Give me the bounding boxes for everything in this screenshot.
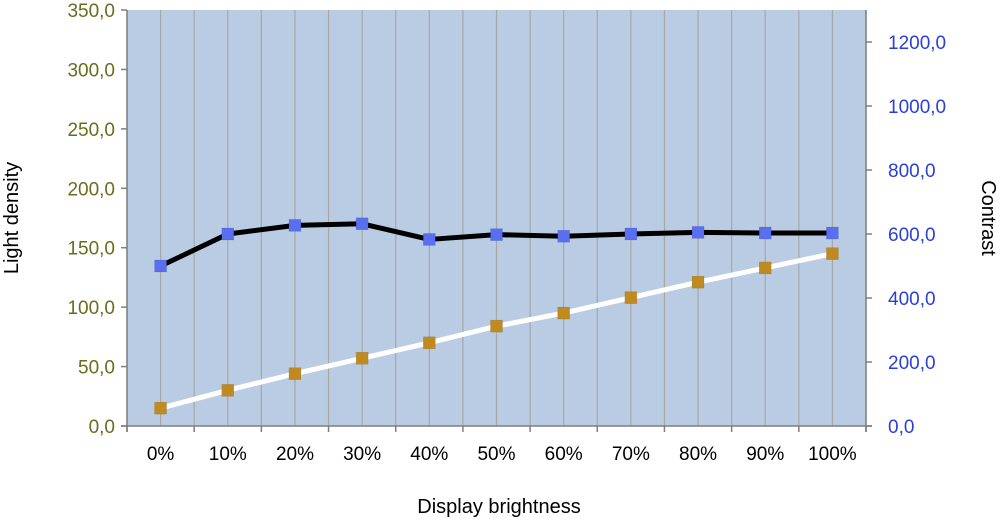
x-tick-label: 90% bbox=[746, 444, 784, 465]
grid bbox=[126, 10, 867, 426]
light-density-series-point bbox=[557, 306, 570, 320]
light-density-series-point bbox=[826, 247, 839, 260]
y-axis-right-title: Contrast bbox=[977, 180, 999, 256]
y-right-tick-label: 600,0 bbox=[888, 225, 936, 246]
light-density-series-point bbox=[490, 319, 503, 333]
y-left-tick-label: 50,0 bbox=[78, 358, 115, 379]
x-tick-label: 100% bbox=[808, 444, 857, 465]
y-right-tick-label: 400,0 bbox=[888, 289, 936, 310]
contrast-series-point bbox=[154, 259, 167, 273]
y-left-tick-label: 350,0 bbox=[67, 1, 115, 22]
y-right-tick-label: 800,0 bbox=[888, 161, 936, 182]
y-left-tick-label: 0,0 bbox=[89, 417, 115, 438]
contrast-series-point bbox=[288, 219, 302, 232]
x-tick-label: 40% bbox=[410, 444, 448, 465]
x-tick-label: 20% bbox=[276, 444, 314, 465]
light-density-series-point bbox=[624, 291, 638, 304]
y-right-tick-label: 1000,0 bbox=[888, 97, 946, 118]
y-right-tick-label: 200,0 bbox=[888, 353, 936, 374]
light-density-series-point bbox=[288, 367, 302, 380]
x-tick-label: 60% bbox=[545, 444, 583, 465]
light-density-series-point bbox=[423, 336, 436, 350]
y-left-tick-label: 250,0 bbox=[67, 120, 115, 141]
contrast-series-point bbox=[826, 226, 839, 240]
x-tick-label: 80% bbox=[679, 444, 717, 465]
axes bbox=[121, 9, 872, 432]
ticks: 0,0 50,0 100,0 150,0 200,0 250,0 300,0 350,0 0,0… bbox=[67, 1, 946, 465]
x-tick-label: 0% bbox=[147, 444, 175, 465]
y-left-tick-label: 100,0 bbox=[67, 298, 115, 319]
series-layer bbox=[154, 217, 839, 415]
x-tick-label: 30% bbox=[343, 444, 381, 465]
contrast-series-point bbox=[423, 233, 436, 246]
x-axis-title: Display brightness bbox=[417, 496, 580, 518]
y-left-tick-label: 150,0 bbox=[67, 239, 115, 260]
contrast-series-point bbox=[355, 217, 369, 231]
y-left-tick-label: 200,0 bbox=[67, 179, 115, 200]
x-tick-label: 10% bbox=[209, 444, 247, 465]
y-right-tick-label: 0,0 bbox=[888, 417, 914, 438]
light-density-series-point bbox=[221, 384, 235, 397]
x-tick-label: 50% bbox=[477, 444, 515, 465]
y-right-tick-label: 1200,0 bbox=[888, 33, 946, 54]
contrast-series-point bbox=[490, 228, 503, 241]
y-left-tick-label: 300,0 bbox=[67, 60, 115, 81]
contrast-series-point bbox=[691, 226, 705, 239]
light-density-series-point bbox=[154, 401, 167, 415]
x-tick-label: 70% bbox=[612, 444, 650, 465]
contrast-series-point bbox=[557, 229, 570, 243]
contrast-series-point bbox=[221, 227, 235, 241]
light-density-series-point bbox=[691, 275, 705, 289]
light-density-series-point bbox=[758, 261, 772, 275]
y-axis-left-title: Light density bbox=[1, 162, 23, 274]
contrast-series-point bbox=[758, 226, 772, 240]
contrast-series-point bbox=[624, 227, 638, 241]
light-density-series-point bbox=[355, 352, 369, 365]
